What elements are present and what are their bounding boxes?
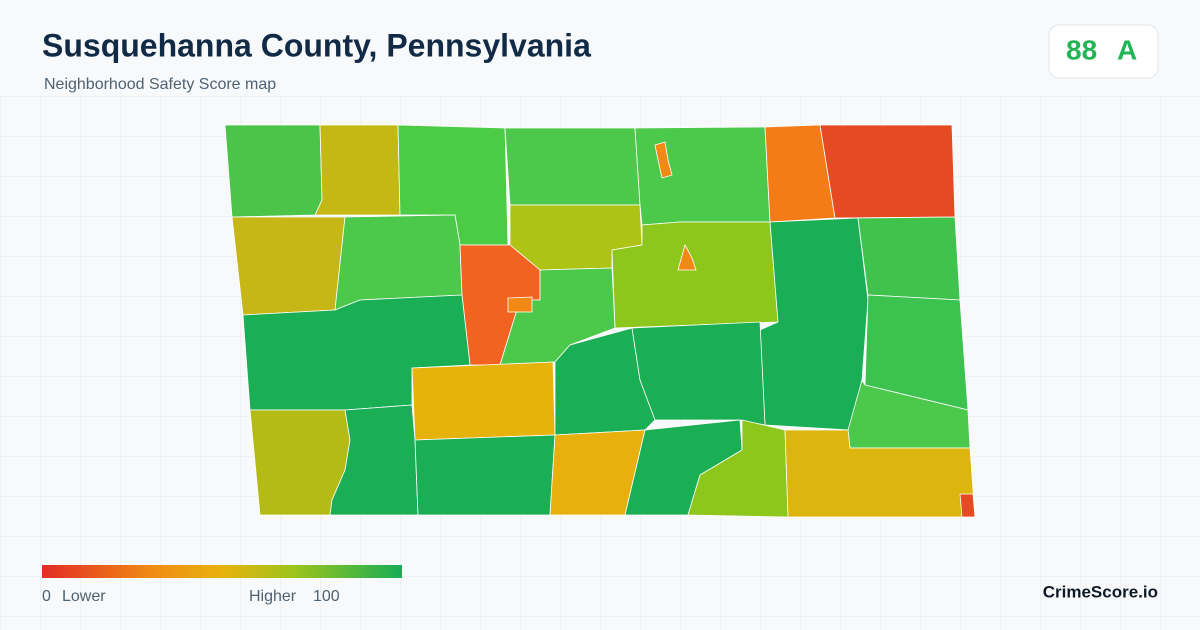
region (654, 141, 673, 179)
region (759, 217, 869, 431)
header-background (0, 0, 1200, 96)
county-map (224, 124, 976, 518)
region (224, 124, 323, 218)
subtitle: Neighborhood Safety Score map (44, 76, 276, 93)
region (631, 321, 766, 426)
region (504, 127, 641, 206)
region (231, 216, 346, 316)
region (611, 221, 779, 329)
region (819, 124, 956, 219)
legend-gradient (42, 565, 402, 578)
legend-max: 100 (313, 588, 340, 605)
score-grade: A (1117, 34, 1137, 65)
title: Susquehanna County, Pennsylvania (42, 27, 591, 63)
region (959, 493, 976, 518)
region (634, 126, 771, 226)
legend-high-label: Higher (249, 588, 297, 605)
region (411, 361, 556, 441)
region (414, 434, 556, 516)
region (784, 429, 976, 518)
region (507, 296, 533, 313)
region (314, 124, 401, 216)
score-box (1048, 24, 1159, 79)
region (857, 216, 961, 301)
score-value: 88 (1066, 34, 1097, 65)
legend-low-label: Lower (62, 588, 106, 605)
legend: 0 Lower Higher 100 (42, 565, 402, 605)
score-badge: 88 A (1048, 24, 1159, 79)
region (677, 243, 697, 271)
region (329, 404, 419, 516)
legend-min: 0 (42, 588, 51, 605)
brand: CrimeScore.io (1043, 582, 1158, 601)
